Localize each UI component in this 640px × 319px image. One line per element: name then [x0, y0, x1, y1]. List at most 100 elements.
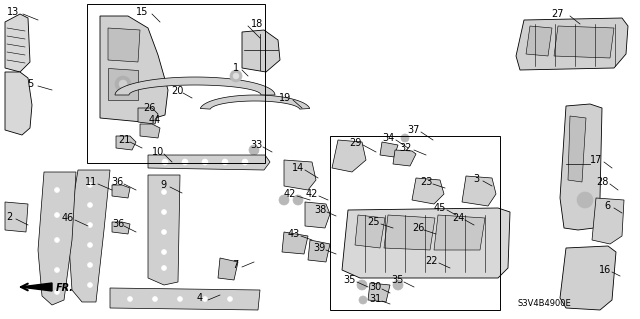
Polygon shape	[108, 28, 140, 62]
Circle shape	[233, 73, 239, 79]
Text: 36: 36	[111, 177, 123, 187]
Circle shape	[182, 159, 188, 165]
Text: 43: 43	[288, 229, 300, 239]
Text: 35: 35	[343, 275, 355, 285]
Bar	[87, 4, 265, 163]
Text: 18: 18	[251, 19, 263, 29]
Circle shape	[119, 80, 127, 88]
Circle shape	[401, 134, 409, 142]
Polygon shape	[393, 150, 416, 166]
Circle shape	[161, 249, 166, 255]
Text: 44: 44	[149, 115, 161, 125]
Circle shape	[161, 189, 166, 195]
Text: 4: 4	[197, 293, 203, 303]
Polygon shape	[20, 283, 52, 291]
Polygon shape	[592, 198, 624, 244]
Polygon shape	[308, 240, 330, 262]
Circle shape	[279, 195, 289, 205]
Polygon shape	[560, 104, 602, 230]
Text: 11: 11	[85, 177, 97, 187]
Circle shape	[88, 242, 93, 248]
Circle shape	[177, 296, 182, 301]
Circle shape	[88, 283, 93, 287]
Polygon shape	[332, 140, 366, 172]
Text: 38: 38	[314, 205, 326, 215]
Polygon shape	[38, 172, 76, 305]
Polygon shape	[342, 208, 510, 278]
Text: 32: 32	[400, 143, 412, 153]
Text: 6: 6	[604, 201, 610, 211]
Text: 16: 16	[599, 265, 611, 275]
Polygon shape	[284, 160, 316, 190]
Text: 3: 3	[473, 174, 479, 184]
Polygon shape	[568, 116, 586, 182]
Polygon shape	[200, 95, 310, 109]
Polygon shape	[148, 155, 270, 170]
Text: 30: 30	[369, 282, 381, 292]
Polygon shape	[68, 170, 110, 302]
Circle shape	[152, 296, 157, 301]
Text: S3V4B4900E: S3V4B4900E	[518, 299, 572, 308]
Polygon shape	[305, 202, 330, 228]
Text: 25: 25	[368, 217, 380, 227]
Circle shape	[202, 159, 208, 165]
Text: 37: 37	[407, 125, 419, 135]
Text: 42: 42	[306, 189, 318, 199]
Polygon shape	[116, 136, 136, 150]
Polygon shape	[100, 16, 168, 122]
Text: 9: 9	[160, 180, 166, 190]
Polygon shape	[554, 26, 614, 58]
Polygon shape	[368, 283, 390, 302]
Text: 17: 17	[590, 155, 602, 165]
Text: 14: 14	[292, 163, 304, 173]
Circle shape	[202, 296, 207, 301]
Text: 42: 42	[284, 189, 296, 199]
Circle shape	[161, 229, 166, 234]
Text: 29: 29	[349, 138, 361, 148]
Circle shape	[242, 159, 248, 165]
Polygon shape	[434, 215, 485, 250]
Text: 19: 19	[279, 93, 291, 103]
Text: 45: 45	[434, 203, 446, 213]
Circle shape	[54, 212, 60, 218]
Circle shape	[88, 203, 93, 207]
Circle shape	[54, 238, 60, 242]
Text: 28: 28	[596, 177, 608, 187]
Text: 27: 27	[552, 9, 564, 19]
Circle shape	[359, 296, 367, 304]
Text: 33: 33	[250, 140, 262, 150]
Polygon shape	[112, 185, 130, 198]
Circle shape	[54, 188, 60, 192]
Polygon shape	[115, 77, 275, 95]
Text: 22: 22	[426, 256, 438, 266]
Polygon shape	[462, 176, 496, 206]
Text: 36: 36	[112, 219, 124, 229]
Polygon shape	[148, 175, 180, 285]
Circle shape	[161, 210, 166, 214]
Text: 2: 2	[6, 212, 12, 222]
Text: 39: 39	[313, 243, 325, 253]
Polygon shape	[384, 215, 435, 250]
Polygon shape	[5, 72, 32, 135]
Circle shape	[88, 222, 93, 227]
Circle shape	[357, 280, 367, 290]
Text: 34: 34	[382, 133, 394, 143]
Text: 23: 23	[420, 177, 432, 187]
Polygon shape	[140, 124, 160, 138]
Circle shape	[230, 70, 242, 82]
Circle shape	[88, 182, 93, 188]
Polygon shape	[412, 178, 444, 204]
Polygon shape	[5, 14, 30, 72]
Text: 31: 31	[369, 294, 381, 304]
Text: 1: 1	[233, 63, 239, 73]
Circle shape	[88, 263, 93, 268]
Polygon shape	[108, 68, 138, 100]
Circle shape	[54, 268, 60, 272]
Text: 10: 10	[152, 147, 164, 157]
Polygon shape	[138, 108, 158, 124]
Bar	[330, 136, 500, 310]
Text: 21: 21	[118, 135, 130, 145]
Circle shape	[393, 280, 403, 290]
Circle shape	[54, 290, 60, 294]
Text: 26: 26	[143, 103, 155, 113]
